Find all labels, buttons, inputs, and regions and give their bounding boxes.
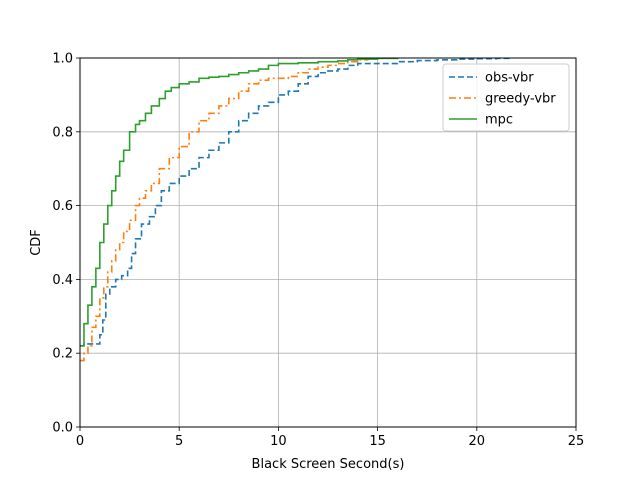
- y-tick-label: 0.8: [52, 125, 73, 140]
- series-line-obs-vbr: [80, 57, 514, 347]
- axis-ticks: 0 5 10 15 20 25 0.0 0.2 0.4 0.6 0.8 1.0: [52, 52, 584, 450]
- grid-lines: [79, 57, 577, 428]
- x-tick-label: 0: [76, 434, 84, 449]
- y-tick-label: 1.0: [52, 52, 73, 67]
- series-line-greedy-vbr: [80, 57, 399, 362]
- axes-frame: [79, 57, 577, 428]
- x-tick-label: 10: [270, 434, 287, 449]
- plot-area: [80, 57, 514, 362]
- legend-label-greedy-vbr: greedy-vbr: [485, 92, 556, 107]
- x-tick-label: 15: [369, 434, 386, 449]
- y-axis-label: CDF: [29, 229, 44, 256]
- x-tick-label: 25: [568, 434, 585, 449]
- y-tick-label: 0.2: [52, 347, 73, 362]
- x-axis-label: Black Screen Second(s): [252, 457, 405, 472]
- legend: obs-vbr greedy-vbr mpc: [442, 63, 570, 132]
- y-tick-label: 0.6: [52, 199, 73, 214]
- legend-box: [442, 63, 570, 132]
- y-tick-label: 0.4: [52, 273, 73, 288]
- x-tick-label: 5: [175, 434, 183, 449]
- legend-label-obs-vbr: obs-vbr: [485, 71, 534, 86]
- y-tick-label: 0.0: [52, 421, 73, 436]
- legend-label-mpc: mpc: [485, 113, 513, 128]
- series-line-mpc: [80, 57, 399, 347]
- x-tick-label: 20: [469, 434, 486, 449]
